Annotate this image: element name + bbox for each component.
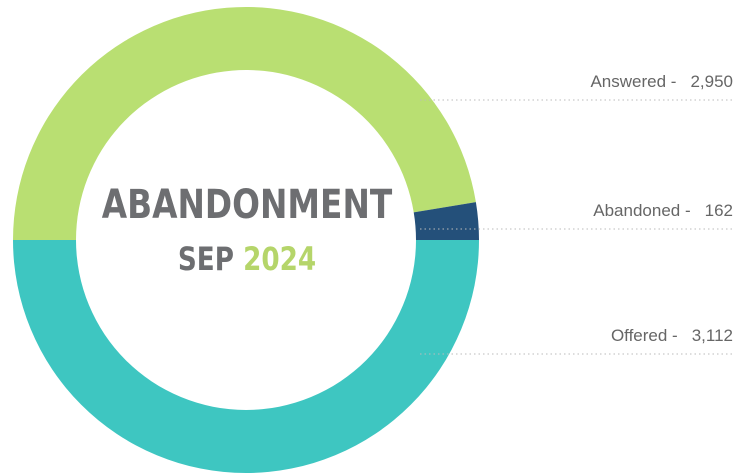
- legend-label: Answered - 2,950: [590, 72, 733, 91]
- legend-label: Abandoned - 162: [593, 201, 733, 220]
- legend-name: Offered -: [611, 326, 678, 345]
- legend-name: Abandoned -: [593, 201, 690, 220]
- chart-title: ABANDONMENT: [102, 181, 393, 228]
- legend-value: 3,112: [692, 326, 733, 345]
- donut-slice: [13, 240, 479, 473]
- subtitle-year: 2024: [243, 240, 316, 277]
- legend-value: 2,950: [690, 72, 733, 91]
- subtitle-month: SEP: [178, 240, 234, 277]
- chart-subtitle: SEP 2024: [178, 240, 316, 277]
- donut-slice: [13, 7, 476, 240]
- donut-slice: [413, 202, 479, 240]
- legend-label: Offered - 3,112: [611, 326, 733, 345]
- legend-name: Answered -: [590, 72, 676, 91]
- legend-value: 162: [705, 201, 733, 220]
